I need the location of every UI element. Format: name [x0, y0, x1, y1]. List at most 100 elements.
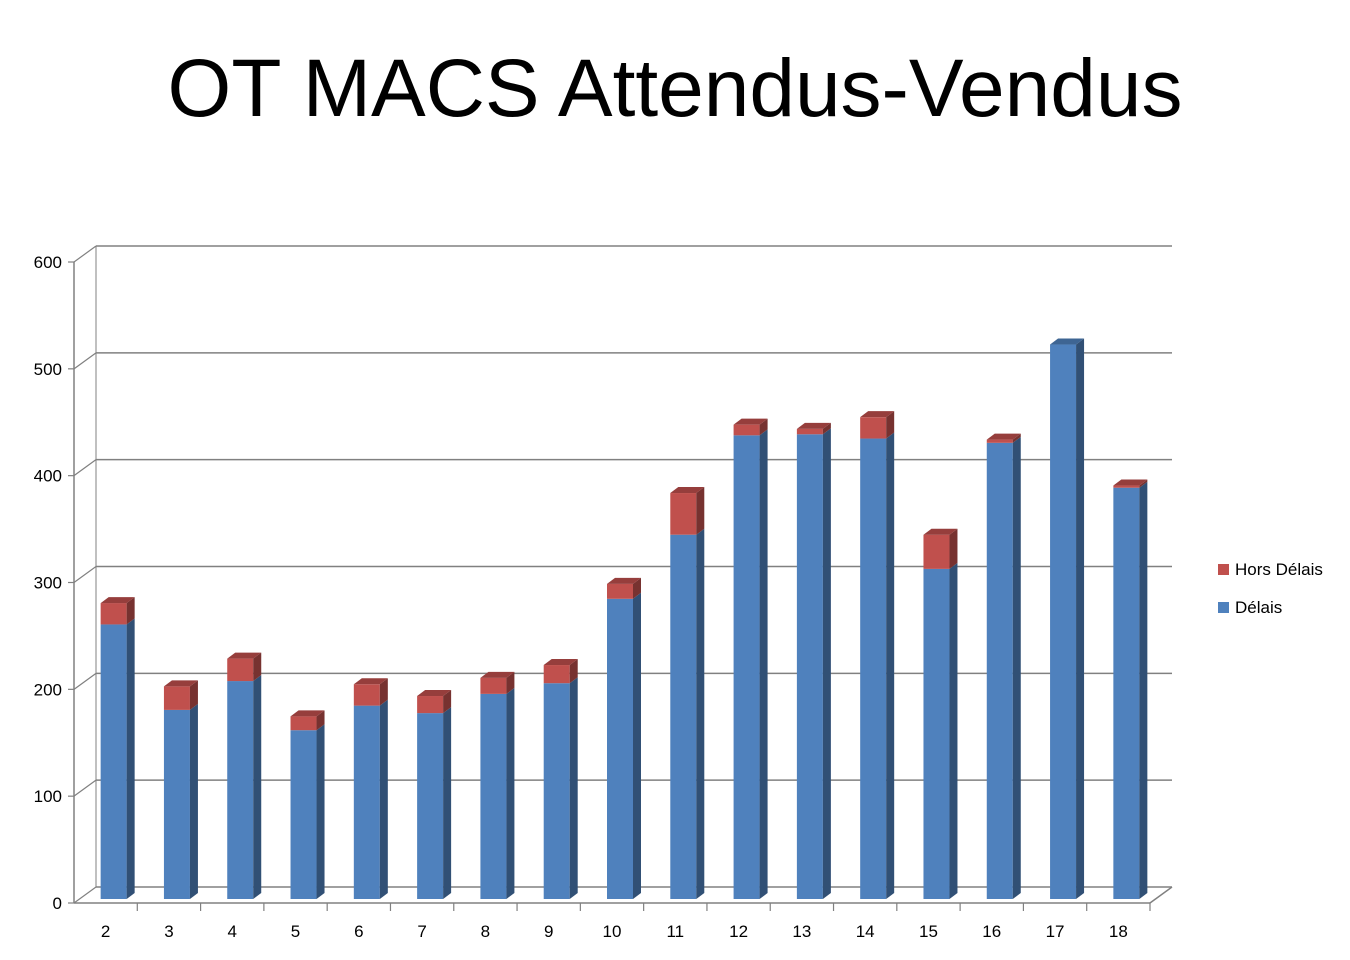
bar-hors-delais-front — [290, 716, 317, 731]
chart-title: OT MACS Attendus-Vendus — [167, 43, 1183, 134]
bar-hors-delais-top — [796, 422, 831, 429]
bar-stack — [163, 680, 198, 899]
x-tick-label: 15 — [919, 922, 938, 941]
bar-hors-delais — [163, 680, 198, 710]
bar-delais-front — [100, 624, 127, 899]
bar-delais-side — [506, 687, 515, 899]
bar-hors-delais-side — [443, 690, 452, 714]
bar-hors-delais — [100, 597, 135, 625]
bar-delais-front — [607, 598, 633, 899]
bar-hors-delais — [290, 710, 325, 731]
bar-delais — [860, 432, 895, 899]
bar-hors-delais-top — [1113, 479, 1148, 486]
bar-stack — [860, 411, 895, 899]
bar-stack — [1113, 479, 1148, 899]
bar-hors-delais-front — [543, 665, 570, 684]
bar-hors-delais-side — [822, 422, 831, 435]
bar-hors-delais-side — [759, 418, 768, 436]
bar-delais — [543, 677, 578, 899]
bar-delais-front — [543, 683, 570, 899]
bar-delais-front — [923, 568, 950, 899]
x-tick-label: 10 — [603, 922, 622, 941]
bar-delais — [227, 675, 262, 899]
y-tick-label: 100 — [34, 787, 62, 806]
bar-hors-delais-top — [860, 411, 895, 418]
bar-hors-delais-front — [733, 424, 760, 436]
legend-swatch — [1218, 602, 1229, 613]
bar-delais-front — [290, 730, 317, 899]
bar-hors-delais-front — [100, 603, 127, 625]
bar-hors-delais-front — [923, 534, 950, 569]
bar-delais — [1050, 338, 1085, 899]
bar-stack — [543, 659, 578, 899]
x-tick-label: 12 — [729, 922, 748, 941]
bar-stack — [796, 422, 831, 899]
bar-delais — [923, 562, 958, 899]
bar-hors-delais-top — [353, 678, 388, 685]
bar-hors-delais-top — [986, 433, 1021, 440]
bar-stack — [733, 418, 768, 899]
bar-delais-side — [316, 724, 325, 899]
bar-delais-front — [670, 534, 697, 899]
bar-delais — [100, 618, 135, 899]
bar-delais — [417, 707, 452, 899]
bar-delais-side — [1012, 436, 1021, 899]
bar-hors-delais-side — [1012, 433, 1021, 443]
bar-delais-side — [822, 428, 831, 899]
bar-stack — [1050, 338, 1085, 899]
bar-delais-front — [480, 693, 507, 899]
bar-delais — [733, 429, 768, 899]
bar-delais-front — [796, 434, 823, 899]
bar-hors-delais — [860, 411, 895, 439]
bar-delais-side — [189, 703, 198, 899]
bar-delais-side — [379, 699, 388, 899]
bar-delais-side — [886, 432, 895, 899]
bar-delais-front — [1113, 487, 1140, 899]
y-tick-label: 300 — [34, 574, 62, 593]
legend: Hors Délais Délais — [1218, 560, 1323, 617]
bar-delais — [986, 436, 1021, 899]
bar-stack — [480, 671, 515, 899]
bar-hors-delais-top — [417, 690, 452, 697]
bar-stack — [607, 577, 641, 899]
bar-hors-delais-front — [670, 493, 697, 535]
y-tick-label: 0 — [53, 894, 62, 913]
bar-hors-delais-top — [227, 652, 262, 659]
bar-hors-delais-top — [733, 418, 768, 425]
gridline-side — [73, 886, 97, 904]
x-tick-label: 13 — [792, 922, 811, 941]
bar-hors-delais-top — [923, 528, 958, 535]
x-tick-label: 6 — [354, 922, 363, 941]
bar-hors-delais-top — [290, 710, 325, 717]
legend-swatch — [1218, 564, 1229, 575]
bar-stack — [923, 528, 958, 899]
bar-hors-delais — [607, 577, 641, 599]
gridline-side — [73, 779, 97, 797]
gridline-side — [73, 672, 97, 690]
gridline-side — [73, 245, 97, 263]
bar-stack — [986, 433, 1021, 899]
bar-delais-front — [733, 435, 760, 899]
bar-stack — [290, 710, 325, 899]
bar-hors-delais — [227, 652, 262, 682]
bar-hors-delais — [670, 487, 705, 535]
bar-delais — [670, 528, 705, 899]
bar-delais — [607, 592, 641, 899]
legend-label: Hors Délais — [1235, 560, 1323, 579]
y-tick-label: 600 — [34, 253, 62, 272]
bar-hors-delais-front — [1113, 485, 1140, 488]
bar-hors-delais-side — [569, 659, 578, 684]
bar-delais-side — [949, 562, 958, 899]
bar-delais — [290, 724, 325, 899]
bar-hors-delais-front — [860, 417, 887, 439]
y-tick-label: 400 — [34, 467, 62, 486]
bar-hors-delais — [1113, 479, 1148, 488]
bar-hors-delais — [480, 671, 515, 694]
bar-delais-side — [633, 592, 641, 899]
gridline-side — [73, 352, 97, 370]
bar-delais-side — [569, 677, 578, 899]
bar-hors-delais-top — [100, 597, 135, 604]
axes-layer: 0 100 200 300 400 500 600 2 3 4 5 6 7 8 9 10 11 12 13 14 15 1… — [34, 246, 1173, 941]
bar-hors-delais-front — [417, 696, 444, 714]
bar-delais — [480, 687, 515, 899]
